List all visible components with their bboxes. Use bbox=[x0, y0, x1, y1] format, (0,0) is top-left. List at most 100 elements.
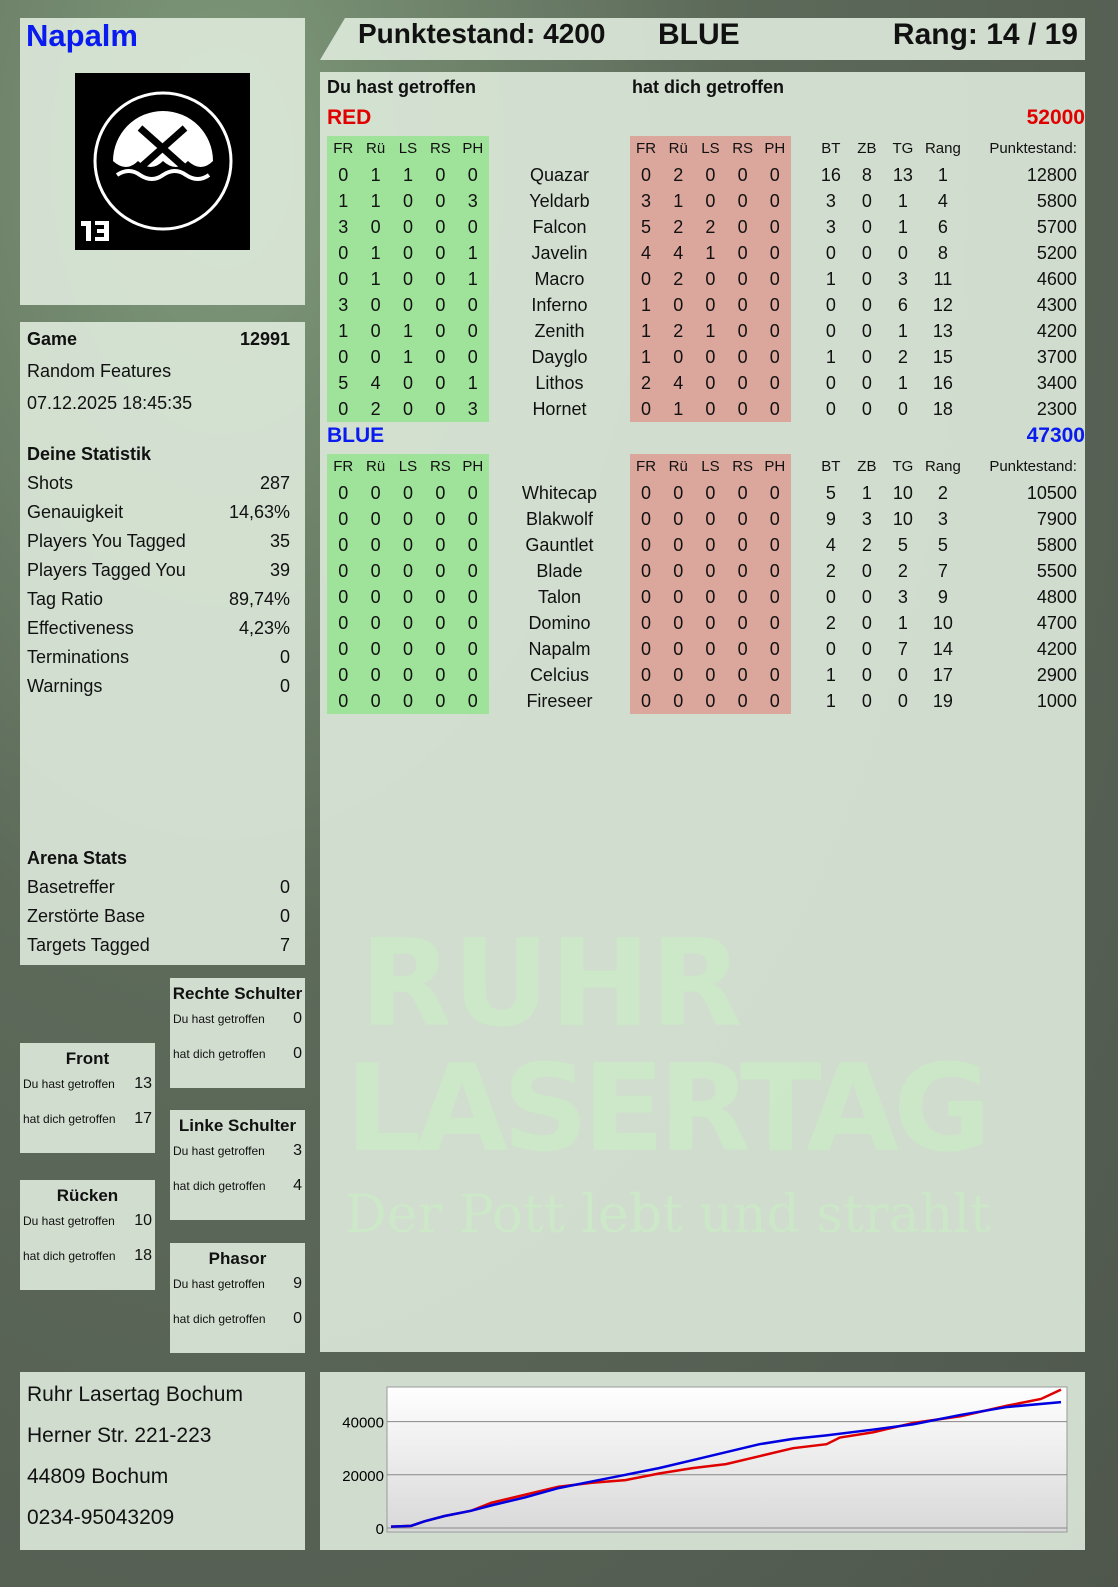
you-hit-cell: 0 bbox=[391, 688, 425, 714]
col-header: Punktestand: bbox=[989, 458, 1077, 475]
score-cell: 5500 bbox=[1036, 561, 1077, 581]
stat-label: Targets Tagged bbox=[27, 935, 150, 955]
you-hit-cell: 0 bbox=[424, 396, 457, 422]
you-hit-cell: 0 bbox=[456, 558, 489, 584]
you-hit-cell: 0 bbox=[327, 480, 360, 506]
hit-you-cell: 1 bbox=[662, 188, 695, 214]
you-hit-cell: 0 bbox=[359, 636, 392, 662]
col-header: LS bbox=[391, 454, 425, 480]
hit-you-label: hat dich getroffen bbox=[23, 1249, 116, 1263]
col-header: Rü bbox=[359, 136, 392, 162]
hit-you-cell: 0 bbox=[662, 584, 695, 610]
zb-cell: 0 bbox=[861, 243, 872, 263]
stat-row: Genauigkeit 14,63% bbox=[27, 502, 290, 523]
spacer bbox=[489, 454, 630, 480]
hit-zone-title: Linke Schulter bbox=[178, 1116, 297, 1135]
table-header: FR Rü LS RS PH FR Rü LS RS PH BT ZB TG Rang Punktestan… bbox=[320, 136, 1077, 162]
you-hit-value: 0 bbox=[293, 1010, 302, 1027]
hit-you-cell: 0 bbox=[758, 162, 791, 188]
you-hit-cell: 0 bbox=[456, 344, 489, 370]
col-header: Rang bbox=[924, 458, 961, 475]
spacer bbox=[791, 532, 813, 558]
arena-title-text: Arena Stats bbox=[27, 848, 128, 868]
hit-you-cell: 0 bbox=[758, 292, 791, 318]
hit-zone-title: Rechte Schulter bbox=[172, 984, 303, 1003]
col-header: FR bbox=[327, 454, 360, 480]
tg-cell: 1 bbox=[897, 321, 908, 341]
you-hit-cell: 3 bbox=[456, 396, 489, 422]
hit-you-cell: 0 bbox=[694, 558, 727, 584]
team-score-blue: 47300 bbox=[1026, 424, 1085, 447]
tg-cell: 0 bbox=[897, 243, 908, 263]
statistics-title-text: Deine Statistik bbox=[27, 444, 152, 464]
rang-cell: 4 bbox=[937, 191, 948, 211]
hit-you-cell: 0 bbox=[629, 662, 663, 688]
you-hit-cell: 1 bbox=[359, 162, 392, 188]
zb-cell: 0 bbox=[861, 217, 872, 237]
header-team: BLUE bbox=[658, 18, 740, 51]
stat-row: Targets Tagged 7 bbox=[27, 935, 290, 956]
you-hit-cell: 0 bbox=[424, 480, 457, 506]
hit-you-cell: 0 bbox=[629, 266, 663, 292]
you-hit-cell: 0 bbox=[456, 292, 489, 318]
bt-cell: 9 bbox=[825, 509, 836, 529]
hit-you-cell: 0 bbox=[629, 688, 663, 714]
you-hit-cell: 0 bbox=[456, 480, 489, 506]
zb-cell: 2 bbox=[861, 535, 872, 555]
you-hit-cell: 0 bbox=[424, 188, 457, 214]
hit-you-cell: 0 bbox=[726, 480, 759, 506]
stat-row: Tag Ratio 89,74% bbox=[27, 589, 290, 610]
you-hit-cell: 0 bbox=[327, 506, 360, 532]
stat-value: 14,63% bbox=[228, 502, 290, 522]
tg-cell: 0 bbox=[897, 665, 908, 685]
zb-cell: 0 bbox=[861, 665, 872, 685]
score-cell: 5700 bbox=[1036, 217, 1077, 237]
spacer bbox=[320, 506, 327, 532]
hit-you-cell: 0 bbox=[662, 662, 695, 688]
player-name: Fireseer bbox=[526, 691, 593, 711]
hit-you-cell: 0 bbox=[662, 688, 695, 714]
spacer bbox=[320, 396, 327, 422]
col-header: LS bbox=[391, 136, 425, 162]
zb-cell: 3 bbox=[861, 509, 872, 529]
hit-you-cell: 1 bbox=[629, 292, 663, 318]
you-hit-heading: Du hast getroffen bbox=[327, 77, 477, 97]
you-hit-cell: 0 bbox=[359, 610, 392, 636]
you-hit-label: Du hast getroffen bbox=[173, 1012, 265, 1026]
rang-cell: 6 bbox=[937, 217, 948, 237]
score-cell: 4600 bbox=[1036, 269, 1077, 289]
table-row: 0 0 0 0 0 Blakwolf 0 0 0 0 0 9 3 10 3 7900 bbox=[320, 506, 1077, 532]
you-hit-cell: 2 bbox=[359, 396, 392, 422]
zb-cell: 0 bbox=[861, 295, 872, 315]
you-hit-cell: 0 bbox=[391, 662, 425, 688]
stat-label: Tag Ratio bbox=[27, 589, 104, 609]
table-row: 0 0 0 0 0 Fireseer 0 0 0 0 0 1 0 0 19 1000 bbox=[320, 688, 1077, 714]
player-name: Dayglo bbox=[531, 347, 588, 367]
you-hit-value: 9 bbox=[293, 1275, 302, 1292]
hit-you-cell: 0 bbox=[694, 532, 727, 558]
address-line: Ruhr Lasertag Bochum bbox=[27, 1383, 243, 1406]
you-hit-cell: 0 bbox=[456, 610, 489, 636]
col-header: PH bbox=[758, 136, 791, 162]
tg-cell: 1 bbox=[897, 191, 908, 211]
you-hit-cell: 0 bbox=[359, 532, 392, 558]
score-cell: 3400 bbox=[1036, 373, 1077, 393]
table-row: 0 2 0 0 3 Hornet 0 1 0 0 0 0 0 0 18 2300 bbox=[320, 396, 1077, 422]
spacer bbox=[791, 162, 813, 188]
you-hit-cell: 0 bbox=[391, 214, 425, 240]
zb-cell: 0 bbox=[861, 587, 872, 607]
you-hit-cell: 0 bbox=[424, 506, 457, 532]
player-name: Macro bbox=[534, 269, 585, 289]
spacer bbox=[320, 532, 327, 558]
hit-you-cell: 0 bbox=[758, 480, 791, 506]
spacer bbox=[320, 214, 327, 240]
table-row: 1 1 0 0 3 Yeldarb 3 1 0 0 0 3 0 1 4 5800 bbox=[320, 188, 1077, 214]
team-name-red: RED bbox=[327, 106, 372, 129]
stats-panel bbox=[20, 322, 305, 965]
you-hit-cell: 1 bbox=[327, 318, 360, 344]
hit-you-cell: 0 bbox=[758, 584, 791, 610]
zb-cell: 0 bbox=[861, 191, 872, 211]
col-header: TG bbox=[892, 458, 914, 475]
hit-you-cell: 0 bbox=[758, 610, 791, 636]
hit-you-cell: 0 bbox=[726, 266, 759, 292]
